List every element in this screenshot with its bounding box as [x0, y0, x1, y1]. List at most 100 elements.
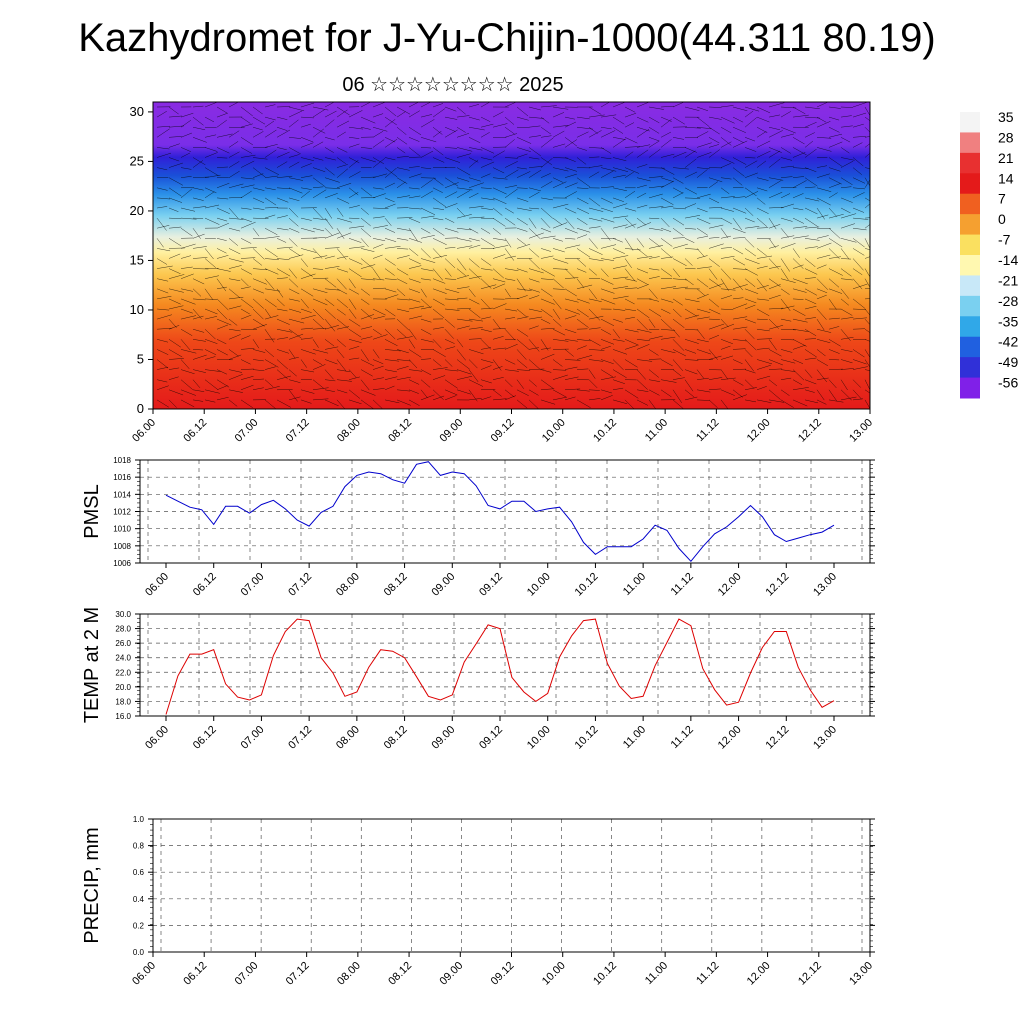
wind-barb: [516, 339, 530, 350]
wind-barb: [312, 189, 327, 199]
wind-barb: [780, 288, 790, 295]
wind-barb: [372, 101, 386, 108]
wind-barb: [204, 191, 215, 199]
wind-barb: [300, 248, 317, 253]
wind-barb: [576, 318, 589, 328]
wind-barb: [864, 359, 871, 368]
wind-barb: [576, 207, 590, 214]
wind-barb: [396, 298, 410, 301]
wind-barb: [612, 399, 628, 405]
wind-barb: [696, 389, 711, 393]
wind-barb: [828, 207, 838, 218]
colorbar-label: -14: [998, 252, 1018, 268]
wind-barb: [708, 308, 721, 315]
wind-barb: [828, 317, 840, 320]
wind-barb: [432, 359, 442, 367]
wind-barb: [816, 187, 832, 192]
wind-barb: [468, 379, 484, 387]
wind-barb: [420, 119, 435, 128]
wind-barb: [444, 278, 457, 280]
x-tick-label: 06.00: [143, 571, 171, 599]
wind-barb: [468, 327, 483, 330]
wind-barb: [360, 207, 369, 215]
wind-barb: [528, 368, 545, 370]
wind-barb: [672, 116, 685, 125]
wind-barb: [540, 235, 556, 239]
wind-barb: [720, 377, 736, 380]
x-tick-label: 12.12: [796, 960, 824, 988]
panel-frame: [139, 459, 871, 564]
wind-barb: [744, 217, 755, 223]
wind-barb: [228, 278, 241, 282]
wind-barb: [312, 167, 326, 173]
wind-barb: [576, 126, 593, 130]
wind-barb: [732, 316, 748, 320]
wind-barb: [528, 147, 542, 157]
wind-barb: [336, 379, 352, 382]
wind-barb: [228, 183, 244, 189]
wind-barb: [852, 283, 868, 290]
x-tick-label: 06.00: [143, 724, 171, 752]
wind-barb: [576, 298, 590, 304]
wind-barb: [180, 152, 191, 158]
wind-barb: [624, 207, 637, 212]
colorbar-swatch: [960, 112, 980, 133]
wind-barb: [588, 147, 604, 149]
wind-barb: [300, 123, 311, 128]
wind-barb: [288, 328, 302, 339]
wind-barb: [756, 140, 771, 148]
wind-barb: [360, 264, 376, 269]
wind-barb: [780, 389, 790, 396]
wind-barb: [552, 288, 565, 290]
wind-barb: [696, 207, 708, 213]
wind-barb: [276, 147, 287, 151]
wind-barb: [612, 339, 625, 342]
wind-barb: [624, 328, 639, 333]
wind-barb: [468, 349, 484, 355]
wind-barb: [408, 238, 422, 243]
wind-barb: [696, 193, 711, 199]
wind-barb: [228, 265, 242, 269]
wind-barb: [468, 147, 483, 151]
wind-barb: [312, 339, 319, 348]
wind-barb: [768, 339, 777, 351]
wind-barb: [576, 389, 590, 392]
wind-barb: [312, 387, 329, 391]
wind-barb: [252, 258, 263, 266]
wind-barb: [672, 177, 684, 184]
wind-barb: [408, 195, 421, 199]
wind-barb: [636, 344, 650, 350]
wind-barb: [804, 369, 813, 379]
wind-barb: [168, 288, 184, 293]
wind-barb: [252, 106, 263, 115]
wind-barb: [432, 147, 444, 156]
wind-barb: [648, 106, 664, 110]
wind-barb: [828, 177, 842, 185]
wind-barb: [864, 179, 871, 188]
wind-barb: [168, 389, 184, 396]
wind-barb: [240, 298, 254, 309]
wind-barb: [792, 258, 804, 269]
wind-barb: [660, 359, 673, 367]
wind-barb: [720, 268, 732, 280]
wind-barb: [432, 238, 447, 246]
wind-barb: [480, 132, 490, 138]
wind-barb: [768, 284, 781, 290]
wind-barb: [648, 245, 664, 249]
wind-barb: [168, 376, 179, 380]
wind-barb: [516, 316, 529, 320]
wind-barb: [324, 187, 341, 189]
wind-barb: [756, 177, 769, 181]
wind-barb: [576, 116, 590, 120]
wind-barb: [768, 102, 785, 108]
wind-barb: [828, 183, 841, 189]
wind-barb: [420, 114, 433, 118]
wind-barb: [684, 314, 700, 320]
wind-barb: [708, 388, 721, 391]
wind-barb: [720, 126, 732, 134]
wind-barb: [564, 277, 579, 279]
wind-barb: [636, 101, 650, 108]
wind-barb: [600, 345, 611, 350]
wind-barb: [228, 126, 245, 129]
y-tick-label: 15: [130, 252, 144, 267]
